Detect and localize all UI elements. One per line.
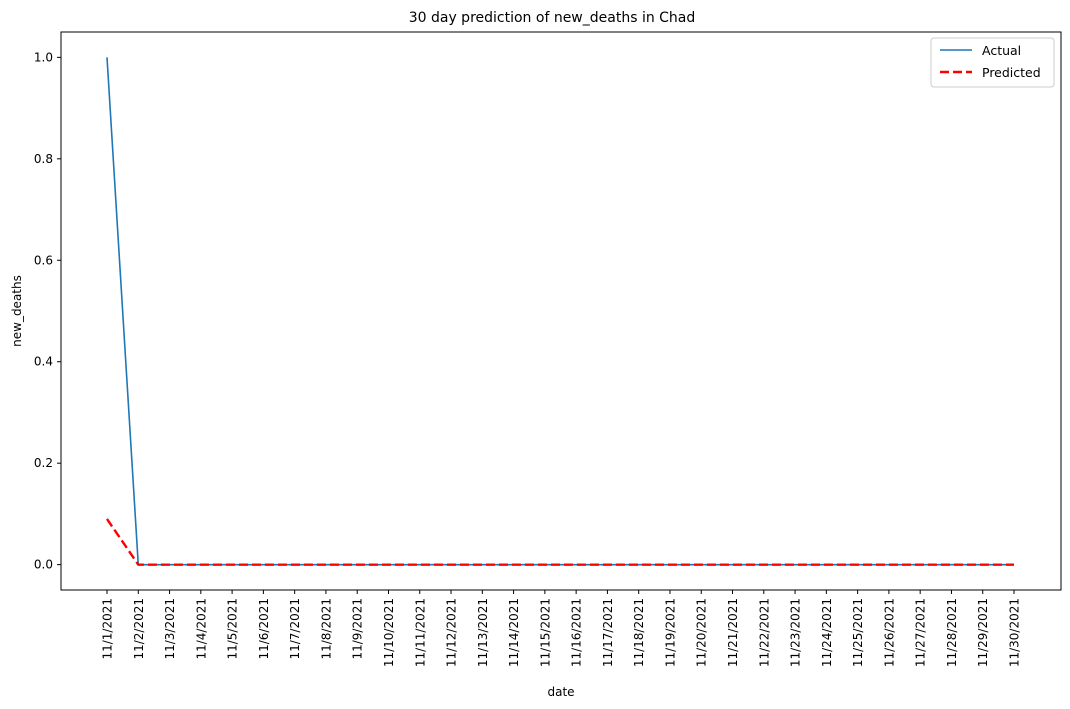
x-tick-label: 11/25/2021 bbox=[851, 598, 865, 667]
y-tick-label: 0.2 bbox=[34, 456, 53, 470]
y-tick-label: 1.0 bbox=[34, 50, 53, 64]
x-tick-label: 11/7/2021 bbox=[288, 598, 302, 660]
y-axis: 0.0 0.2 0.4 0.6 0.8 1.0 bbox=[34, 50, 61, 572]
x-tick-label: 11/28/2021 bbox=[945, 598, 959, 667]
x-tick-label: 11/29/2021 bbox=[976, 598, 990, 667]
x-tick-label: 11/21/2021 bbox=[726, 598, 740, 667]
y-tick-label: 0.4 bbox=[34, 355, 53, 369]
x-tick-label: 11/13/2021 bbox=[476, 598, 490, 667]
x-tick-label: 11/4/2021 bbox=[194, 598, 208, 660]
x-tick-label: 11/18/2021 bbox=[632, 598, 646, 667]
y-tick-label: 0.0 bbox=[34, 558, 53, 572]
series-layer bbox=[106, 57, 1014, 566]
x-tick-label: 11/24/2021 bbox=[820, 598, 834, 667]
y-tick-label: 0.8 bbox=[34, 152, 53, 166]
x-tick-label: 11/14/2021 bbox=[507, 598, 521, 667]
x-tick-label: 11/26/2021 bbox=[882, 598, 896, 667]
x-tick-label: 11/16/2021 bbox=[570, 598, 584, 667]
x-tick-label: 11/12/2021 bbox=[445, 598, 459, 667]
x-tick-label: 11/10/2021 bbox=[382, 598, 396, 667]
x-tick-label: 11/8/2021 bbox=[319, 598, 333, 660]
legend: Actual Predicted bbox=[930, 37, 1055, 88]
x-tick-label: 11/19/2021 bbox=[663, 598, 677, 667]
x-tick-label: 11/6/2021 bbox=[257, 598, 271, 660]
x-tick-label: 11/22/2021 bbox=[757, 598, 771, 667]
x-axis: 11/1/2021 11/2/2021 11/3/2021 11/4/2021 11/5… bbox=[101, 590, 1022, 667]
x-tick-label: 11/20/2021 bbox=[695, 598, 709, 667]
x-tick-label: 11/27/2021 bbox=[914, 598, 928, 667]
x-tick-label: 11/9/2021 bbox=[351, 598, 365, 660]
x-tick-label: 11/30/2021 bbox=[1008, 598, 1022, 667]
y-tick-label: 0.6 bbox=[34, 253, 53, 267]
x-tick-label: 11/23/2021 bbox=[789, 598, 803, 667]
series-line-predicted bbox=[106, 518, 1014, 566]
x-tick-label: 11/2/2021 bbox=[132, 598, 146, 660]
x-tick-label: 11/3/2021 bbox=[163, 598, 177, 660]
x-axis-label: date bbox=[547, 685, 574, 699]
x-tick-label: 11/5/2021 bbox=[226, 598, 240, 660]
legend-predicted-label: Predicted bbox=[982, 65, 1041, 80]
y-axis-label: new_deaths bbox=[10, 275, 24, 347]
legend-actual-label: Actual bbox=[982, 43, 1021, 58]
plot-area bbox=[60, 31, 1062, 591]
x-tick-label: 11/11/2021 bbox=[413, 598, 427, 667]
x-tick-label: 11/1/2021 bbox=[101, 598, 115, 660]
x-tick-label: 11/15/2021 bbox=[538, 598, 552, 667]
chart-title: 30 day prediction of new_deaths in Chad bbox=[409, 10, 696, 26]
x-tick-label: 11/17/2021 bbox=[601, 598, 615, 667]
